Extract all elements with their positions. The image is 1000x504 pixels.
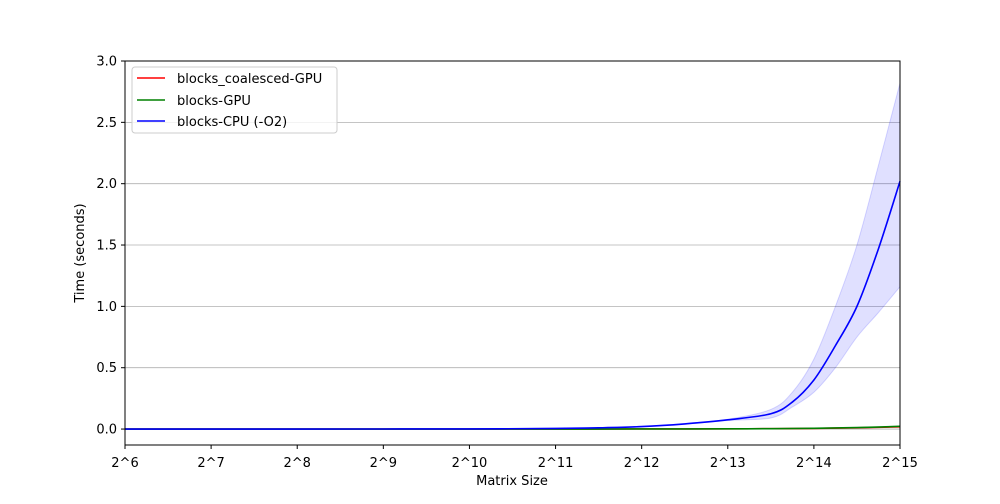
- y-tick-label: 2.5: [96, 116, 117, 131]
- legend-label-blocks-gpu: blocks-GPU: [177, 94, 251, 109]
- x-tick-label: 2^8: [284, 456, 311, 471]
- legend: blocks_coalesced-GPU blocks-GPU blocks-C…: [131, 66, 338, 134]
- x-tick-label: 2^12: [624, 456, 660, 471]
- x-tick-label: 2^15: [882, 456, 918, 471]
- y-tick-label: 3.0: [96, 55, 117, 70]
- x-tick-label: 2^14: [796, 456, 832, 471]
- legend-box: [131, 66, 338, 134]
- x-axis-label: Matrix Size: [476, 474, 548, 489]
- legend-label-blocks-cpu: blocks-CPU (-O2): [177, 115, 287, 130]
- confidence-band-blocks-cpu-o2: [125, 82, 901, 430]
- y-tick-label: 0.0: [96, 423, 117, 438]
- y-tick-label: 1.5: [96, 239, 117, 254]
- confidence-band-layer: [125, 82, 901, 430]
- x-tick-label: 2^10: [452, 456, 488, 471]
- y-tick-label: 1.0: [96, 300, 117, 315]
- series-line-blocks-cpu-o2: [125, 180, 901, 430]
- x-tick-label: 2^9: [370, 456, 397, 471]
- y-tick-label: 0.5: [96, 361, 117, 376]
- y-axis-label: Time (seconds): [73, 203, 88, 303]
- plot-frame: [124, 60, 901, 446]
- legend-label-blocks-coalesced-gpu: blocks_coalesced-GPU: [177, 72, 322, 87]
- x-tick-label: 2^13: [710, 456, 746, 471]
- x-tick-label: 2^7: [197, 456, 224, 471]
- series-layer: [125, 180, 901, 430]
- y-tick-label: 2.0: [96, 177, 117, 192]
- tick-layer: 0.0 0.5 1.0 1.5 2.0 2.5 3.0 2^6 2^7 2^8 2^9 2^10 2^1…: [96, 55, 918, 472]
- x-tick-label: 2^6: [111, 456, 138, 471]
- x-tick-label: 2^11: [538, 456, 574, 471]
